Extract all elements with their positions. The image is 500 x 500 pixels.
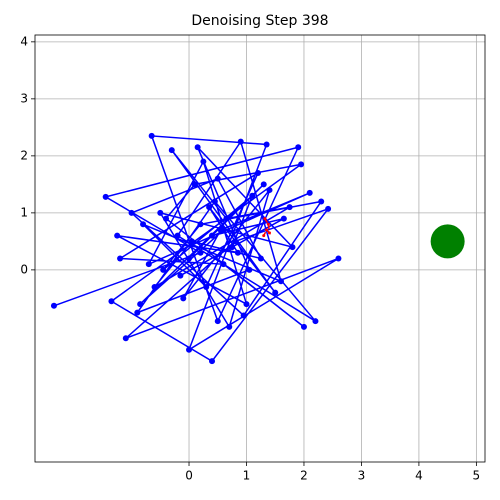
point [197, 221, 204, 228]
point [174, 232, 181, 239]
x-tick-label: 1 [243, 469, 251, 483]
point [246, 266, 253, 273]
point [114, 232, 121, 239]
point [163, 215, 170, 222]
point [295, 144, 302, 151]
point [254, 169, 261, 176]
point [277, 278, 284, 285]
y-tick-label: 4 [20, 34, 28, 48]
point [267, 231, 271, 235]
x-tick-label: 3 [358, 469, 366, 483]
point [194, 144, 201, 151]
point [214, 318, 221, 325]
point [157, 209, 164, 216]
point [186, 255, 193, 262]
plot-frame [34, 34, 486, 463]
point [240, 312, 247, 319]
point [108, 298, 115, 305]
point [262, 234, 266, 238]
series-line [53, 135, 339, 363]
point [286, 204, 293, 211]
point [145, 261, 152, 268]
y-tick-label: 3 [20, 91, 28, 105]
point [306, 189, 313, 196]
point [203, 283, 210, 290]
point [188, 238, 195, 245]
point [122, 335, 129, 342]
point [325, 205, 332, 212]
y-tick-label: 2 [20, 148, 28, 162]
x-tick-label: 2 [300, 469, 308, 483]
point [232, 238, 238, 245]
point [134, 309, 141, 316]
point [289, 244, 296, 251]
point [209, 232, 216, 239]
x-tick-label: 0 [185, 469, 193, 483]
point [209, 358, 216, 365]
point [237, 138, 244, 145]
point [220, 226, 227, 233]
point [200, 158, 207, 165]
point [148, 132, 155, 139]
point [312, 318, 319, 325]
point [272, 289, 279, 296]
point [266, 222, 270, 226]
point [430, 224, 465, 259]
x-tick-label: 5 [473, 469, 481, 483]
point [128, 209, 135, 216]
y-tick-label: 0 [20, 262, 28, 276]
point [117, 255, 124, 262]
point [180, 295, 187, 302]
x-tick-label: 4 [415, 469, 423, 483]
point [249, 192, 256, 199]
point [168, 147, 175, 154]
point [186, 346, 193, 353]
point [191, 181, 198, 188]
point [257, 255, 264, 262]
point [300, 323, 307, 330]
point [263, 217, 267, 221]
point [214, 175, 221, 182]
point [263, 141, 270, 148]
point [260, 181, 267, 188]
point [243, 301, 250, 308]
point [160, 266, 167, 273]
chart-title: Denoising Step 398 [191, 13, 328, 29]
point [151, 283, 158, 290]
point [234, 249, 241, 256]
point [266, 187, 273, 194]
point [223, 215, 230, 222]
point [102, 193, 109, 200]
point [229, 244, 236, 251]
point [206, 204, 213, 211]
point [197, 249, 204, 256]
point [177, 272, 184, 279]
point [226, 323, 233, 330]
point [137, 301, 144, 308]
point [211, 198, 218, 205]
point [50, 302, 57, 309]
point [335, 255, 342, 262]
point [318, 198, 325, 205]
point [265, 228, 269, 232]
point [280, 215, 287, 222]
point [298, 161, 305, 168]
point [140, 221, 147, 228]
y-tick-label: 1 [20, 205, 28, 219]
point [220, 261, 227, 268]
